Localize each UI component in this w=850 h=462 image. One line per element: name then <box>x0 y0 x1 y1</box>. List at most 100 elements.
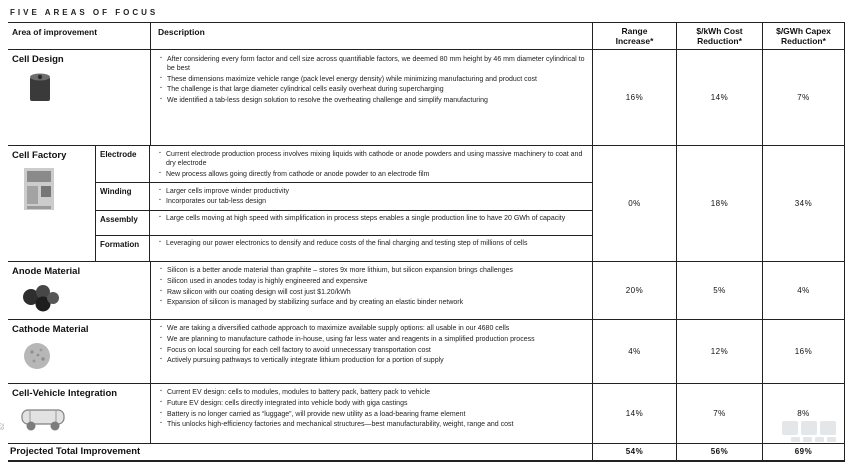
bullet-text: Current electrode production process inv… <box>166 150 583 167</box>
focus-areas-table: Area of improvement Description Range In… <box>8 22 845 462</box>
page-number: 62 <box>0 423 6 430</box>
col-header-range-increase: Range Increase* <box>592 23 676 50</box>
description-cell: Leveraging our power electronics to dens… <box>150 236 592 261</box>
subrow-label: Assembly <box>95 210 150 235</box>
col-header-cost-reduction: $/kWh Cost Reduction* <box>676 23 762 50</box>
subrow-formation: Formation Leveraging our power electroni… <box>95 235 592 261</box>
bullet-text: Leveraging our power electronics to dens… <box>166 240 528 248</box>
bullet-text: We identified a tab-less design solution… <box>167 96 488 104</box>
description-cell: After considering every form factor and … <box>150 50 592 146</box>
cell-design-image <box>20 70 64 109</box>
capex-reduction-value: 16% <box>762 319 844 383</box>
description-cell: Current electrode production process inv… <box>150 146 592 182</box>
capex-reduction-value: 7% <box>762 50 844 146</box>
range-increase-value: 14% <box>592 383 676 443</box>
description-cell: Larger cells improve winder productivity… <box>150 183 592 210</box>
subrow-label: Formation <box>95 235 150 261</box>
total-range-increase-value: 54% <box>592 443 676 460</box>
page-title: FIVE AREAS OF FOCUS <box>10 8 159 17</box>
description-cell: We are taking a diversified cathode appr… <box>150 319 592 383</box>
cell-factory-image <box>20 166 64 217</box>
table-row-cathode-material: Cathode Material We are taking a diversi… <box>8 319 844 384</box>
bullet-item: This unlocks high-efficiency factories a… <box>158 419 586 429</box>
bullet-text: The challenge is that large diameter cyl… <box>167 86 444 94</box>
area-name: Cell Design <box>12 54 64 66</box>
total-cost-reduction-value: 56% <box>676 443 762 460</box>
bullet-item: Larger cells improve winder productivity <box>157 186 586 196</box>
total-label: Projected Total Improvement <box>10 446 141 458</box>
area-name: Cathode Material <box>12 323 89 335</box>
bullet-text: Silicon is a better anode material than … <box>167 267 513 275</box>
bullet-text: Expansion of silicon is managed by stabi… <box>167 299 464 307</box>
bullet-text: These dimensions maximize vehicle range … <box>167 75 538 83</box>
table-row-anode-material: Anode Material Silicon is a better anode… <box>8 261 844 320</box>
total-row: Projected Total Improvement 54% 56% 69% <box>8 443 844 462</box>
area-cell: Cell Factory <box>8 146 95 260</box>
watermark-subtext <box>791 437 836 442</box>
bullet-item: Silicon used in anodes today is highly e… <box>158 276 586 286</box>
bullet-item: Current EV design: cells to modules, mod… <box>158 387 586 397</box>
table-header-row: Area of improvement Description Range In… <box>8 22 844 51</box>
bullet-item: Raw silicon with our coating design will… <box>158 287 586 297</box>
range-increase-value: 20% <box>592 261 676 319</box>
bullet-item: The challenge is that large diameter cyl… <box>158 84 586 94</box>
watermark <box>782 421 836 442</box>
slide: FIVE AREAS OF FOCUS Area of improvement … <box>0 0 850 446</box>
area-cell: Cell Design <box>8 50 150 145</box>
bullet-item: New process allows going directly from c… <box>157 169 586 179</box>
col-header-description: Description <box>150 23 592 50</box>
bullet-text: Incorporates our tab-less design <box>166 198 266 206</box>
cost-reduction-value: 7% <box>676 383 762 443</box>
bullet-item: Large cells moving at high speed with si… <box>157 213 586 223</box>
total-capex-reduction-value: 69% <box>762 443 844 460</box>
area-name: Anode Material <box>12 265 81 277</box>
bullet-text: Future EV design: cells directly integra… <box>167 399 408 407</box>
range-increase-value: 0% <box>592 146 676 261</box>
capex-reduction-value: 8% <box>762 383 844 443</box>
description-cell: Silicon is a better anode material than … <box>150 261 592 319</box>
subrow-winding: Winding Larger cells improve winder prod… <box>95 183 592 211</box>
col-header-area: Area of improvement <box>12 27 98 37</box>
bullet-item: Future EV design: cells directly integra… <box>158 398 586 408</box>
subrow-label: Electrode <box>95 146 150 183</box>
bullet-item: After considering every form factor and … <box>158 54 586 73</box>
range-increase-value: 16% <box>592 50 676 146</box>
cost-reduction-value: 12% <box>676 319 762 383</box>
area-cell: Anode Material <box>8 262 150 319</box>
bullet-text: Focus on local sourcing for each cell fa… <box>167 346 431 354</box>
bullet-item: Silicon is a better anode material than … <box>158 265 586 275</box>
area-name: Cell-Vehicle Integration <box>12 387 118 399</box>
bullet-text: This unlocks high-efficiency factories a… <box>167 421 514 429</box>
cell-factory-subtable: Electrode Current electrode production p… <box>95 146 592 261</box>
bullet-item: These dimensions maximize vehicle range … <box>158 74 586 84</box>
cost-reduction-value: 18% <box>676 146 762 261</box>
cost-reduction-value: 5% <box>676 261 762 319</box>
bullet-text: After considering every form factor and … <box>167 55 585 72</box>
area-cell: Cathode Material <box>8 320 150 383</box>
bullet-item: We are planning to manufacture cathode i… <box>158 334 586 344</box>
table-row-cell-vehicle-integration: Cell-Vehicle Integration Current EV desi… <box>8 383 844 444</box>
range-increase-value: 4% <box>592 319 676 383</box>
bullet-item: Leveraging our power electronics to dens… <box>157 238 586 248</box>
description-cell: Current EV design: cells to modules, mod… <box>150 383 592 443</box>
bullet-item: We identified a tab-less design solution… <box>158 95 586 105</box>
table-row-cell-design: Cell Design After considering every form… <box>8 50 844 147</box>
bullet-text: Actively pursuing pathways to vertically… <box>167 357 444 365</box>
subrow-label: Winding <box>95 183 150 210</box>
bullet-item: Current electrode production process inv… <box>157 149 586 168</box>
bullet-text: Large cells moving at high speed with si… <box>166 215 566 223</box>
bullet-item: Battery is no longer carried as “luggage… <box>158 409 586 419</box>
bullet-item: Focus on local sourcing for each cell fa… <box>158 345 586 355</box>
bullet-text: We are planning to manufacture cathode i… <box>167 335 535 343</box>
area-name: Cell Factory <box>12 150 67 162</box>
bullet-text: Raw silicon with our coating design will… <box>167 288 351 296</box>
anode-material-image <box>20 282 64 317</box>
bullet-item: Actively pursuing pathways to vertically… <box>158 355 586 365</box>
cost-reduction-value: 14% <box>676 50 762 146</box>
cell-vehicle-integration-image <box>20 404 65 437</box>
description-cell: Large cells moving at high speed with si… <box>150 211 592 235</box>
bullet-text: New process allows going directly from c… <box>166 170 430 178</box>
capex-reduction-value: 34% <box>762 146 844 261</box>
col-header-capex-reduction: $/GWh Capex Reduction* <box>762 23 844 50</box>
bullet-text: Battery is no longer carried as “luggage… <box>167 410 466 418</box>
